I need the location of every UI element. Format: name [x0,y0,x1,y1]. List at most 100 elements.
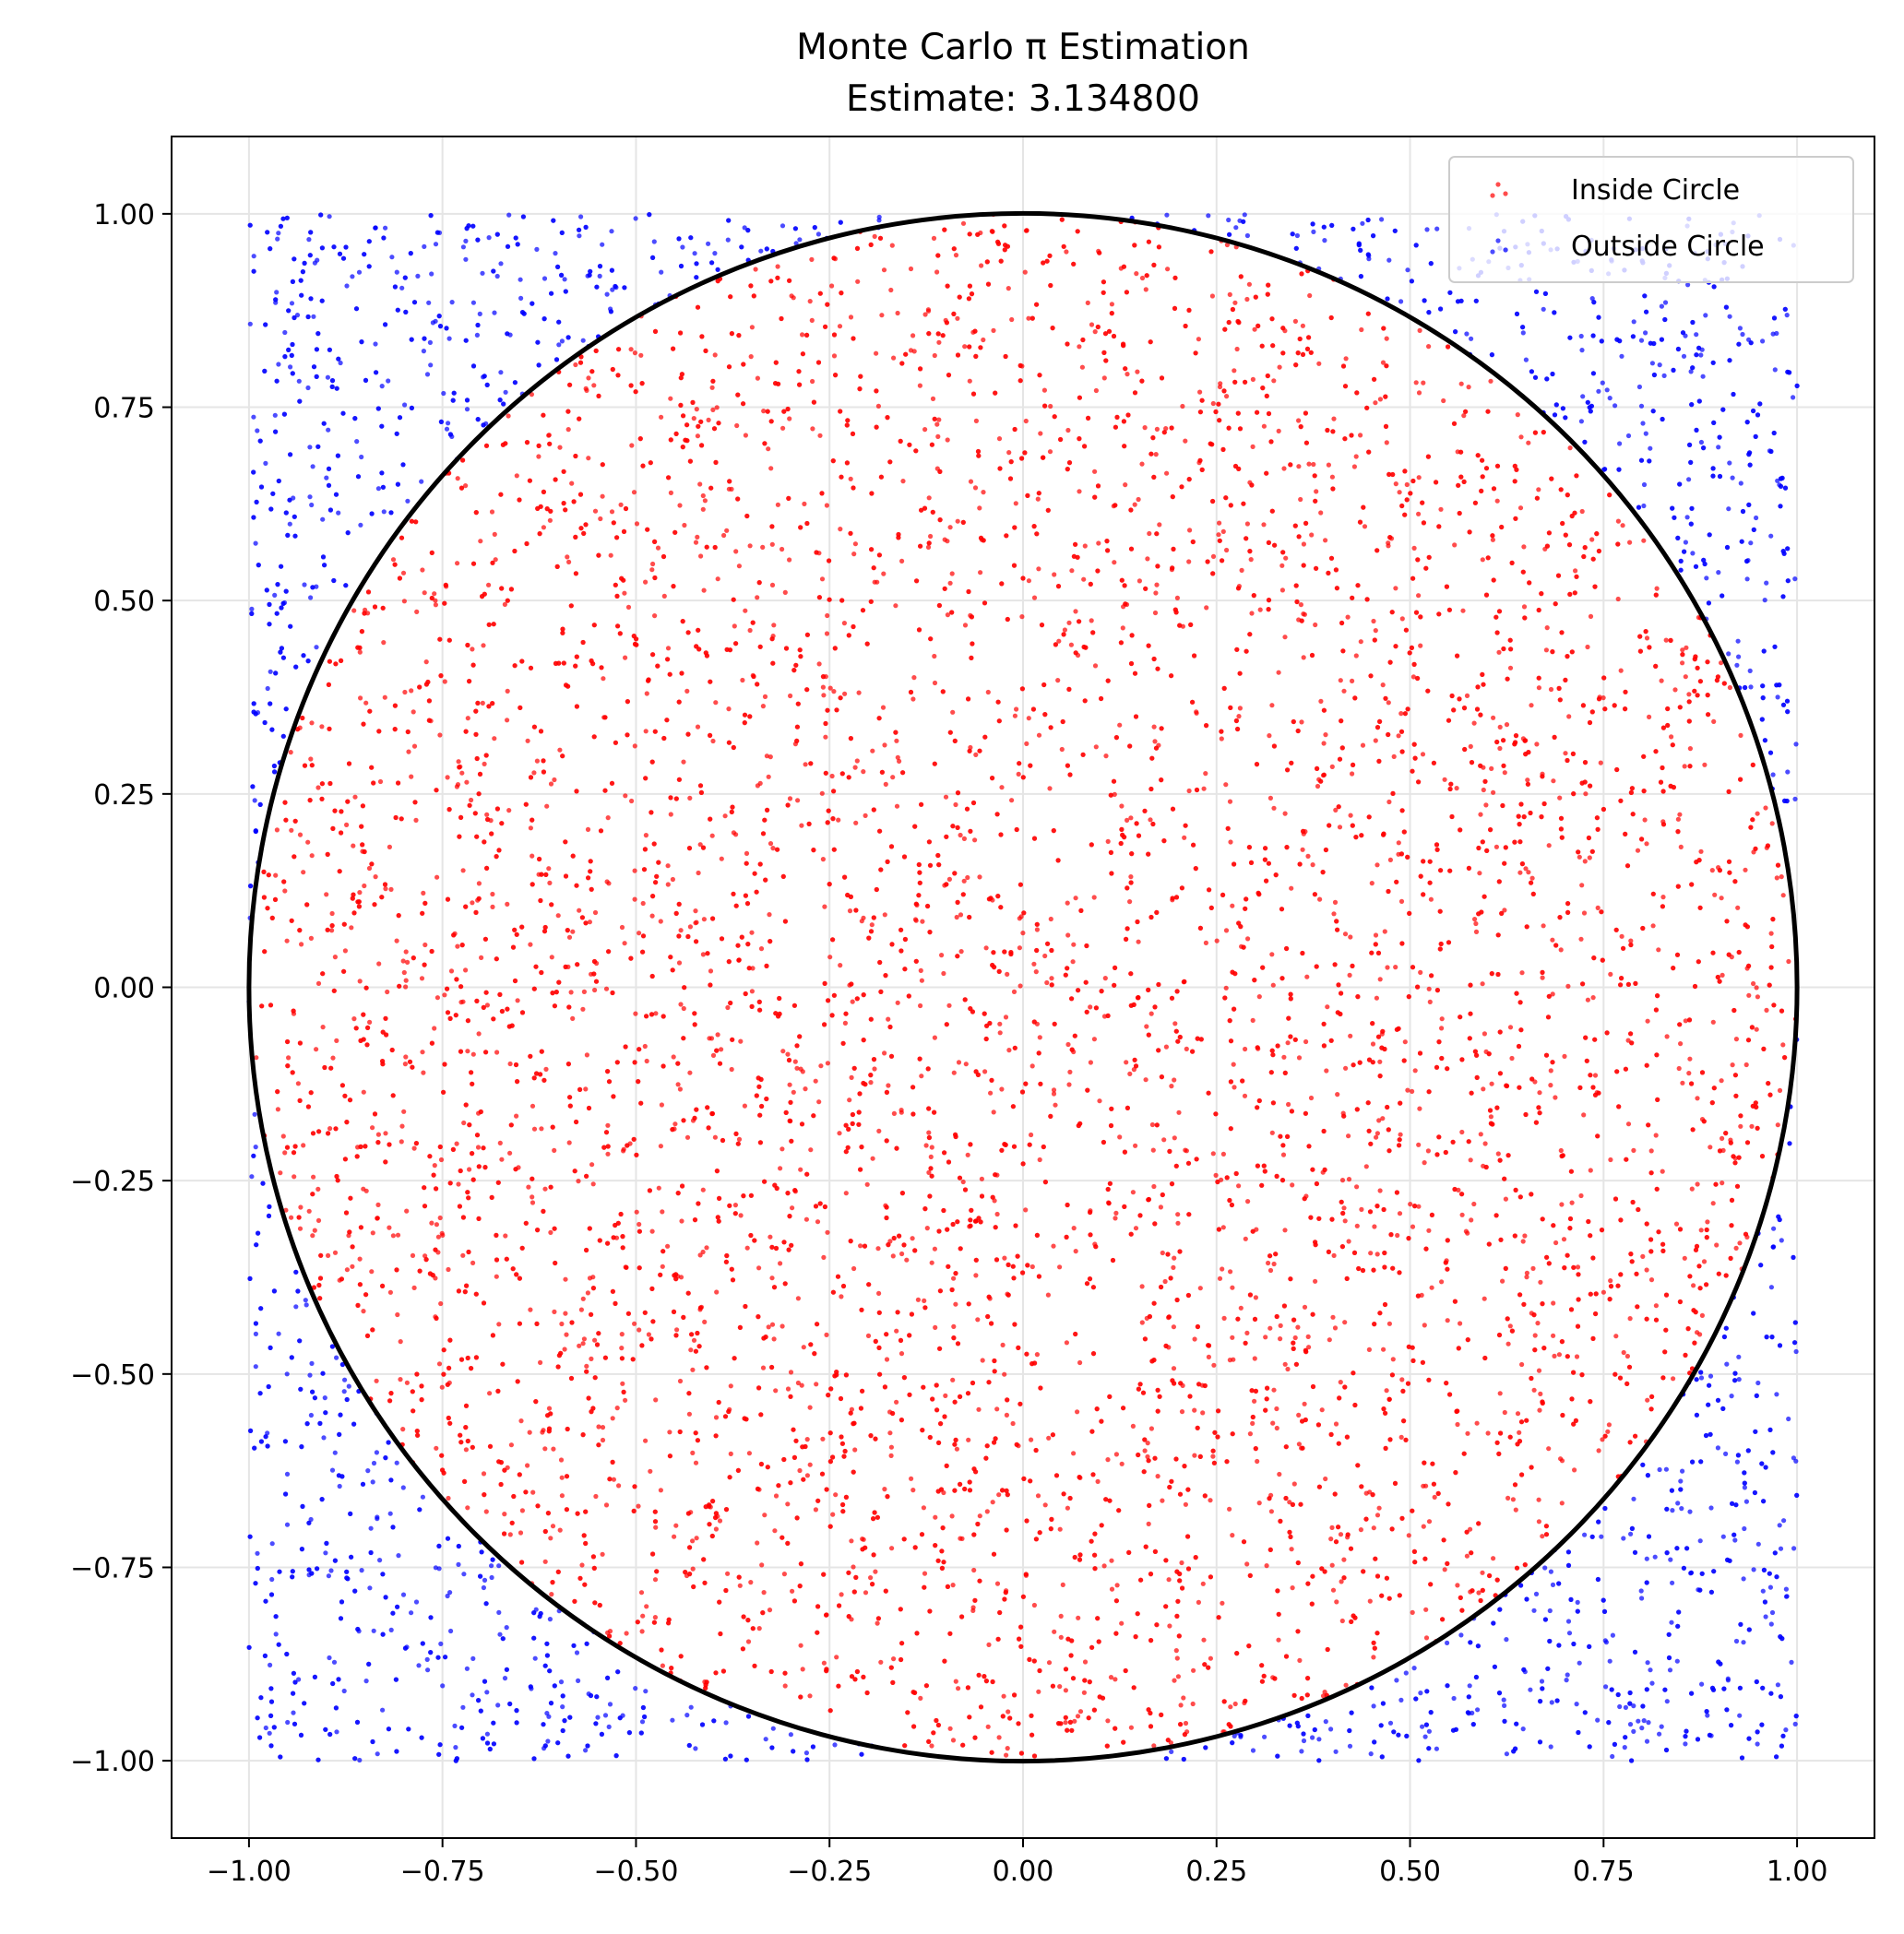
point-inside [961,878,967,884]
point-inside [933,1324,938,1330]
point-outside [1742,1525,1747,1532]
point-inside [605,1122,611,1128]
point-inside [1003,1014,1009,1020]
point-inside [725,1571,731,1576]
point-inside [863,1590,869,1596]
point-inside [909,1476,914,1481]
point-outside [1250,1748,1256,1753]
point-inside [961,836,967,842]
point-outside [375,1751,380,1757]
point-inside [1218,381,1223,386]
point-outside [284,1471,291,1477]
point-inside [401,1109,407,1114]
point-inside [419,976,425,981]
point-outside [310,464,315,469]
point-inside [745,1639,752,1644]
point-inside [492,531,497,538]
point-inside [1179,1409,1185,1415]
point-inside [1482,1031,1487,1037]
point-outside [470,1655,476,1661]
point-inside [394,938,399,943]
point-inside [625,604,632,611]
point-outside [253,1364,258,1370]
point-inside [1579,508,1585,515]
point-inside [536,454,541,459]
point-inside [1373,738,1378,743]
point-inside [1228,1269,1233,1275]
point-inside [592,909,599,916]
point-inside [924,1226,930,1231]
point-inside [988,1090,994,1096]
point-outside [558,1679,565,1685]
point-inside [1279,587,1285,593]
point-inside [400,570,407,575]
point-outside [1582,1532,1588,1537]
point-outside [368,1525,374,1531]
point-inside [502,601,508,608]
point-inside [910,1236,915,1241]
point-inside [566,559,572,565]
point-inside [1350,678,1355,684]
point-inside [489,509,495,515]
point-outside [1578,333,1584,339]
point-inside [1282,1361,1288,1367]
point-outside [307,1372,313,1378]
point-inside [1362,524,1368,529]
point-outside [274,290,280,295]
point-inside [1337,825,1343,830]
point-inside [1103,753,1109,759]
point-inside [985,1724,991,1729]
point-inside [700,1249,706,1255]
point-inside [254,1055,259,1061]
point-outside [275,236,280,242]
point-inside [1534,742,1540,747]
point-outside [482,1577,488,1583]
point-inside [1382,929,1387,934]
point-inside [755,375,761,381]
point-inside [1169,1084,1174,1089]
point-outside [1638,1588,1644,1594]
point-inside [1331,416,1337,421]
point-inside [528,1307,533,1312]
point-inside [1113,1677,1118,1682]
point-outside [574,1650,580,1655]
point-outside [1523,357,1529,362]
point-inside [767,912,772,918]
point-inside [437,1215,443,1221]
point-inside [977,1513,982,1519]
point-inside [1011,989,1017,994]
point-inside [1552,1353,1557,1359]
point-inside [1754,1026,1759,1032]
point-inside [918,1695,923,1701]
point-inside [557,1527,563,1533]
point-outside [460,1704,466,1710]
point-inside [780,425,786,431]
point-inside [320,1025,326,1030]
point-outside [1600,380,1605,386]
point-inside [893,603,898,609]
point-inside [1182,835,1187,840]
point-outside [793,241,799,246]
point-inside [1391,753,1397,760]
point-inside [530,1200,536,1205]
point-inside [600,493,605,499]
point-inside [799,1382,804,1388]
point-outside [1679,1506,1684,1512]
point-inside [411,743,418,749]
point-inside [1256,1501,1262,1506]
point-inside [1316,361,1322,366]
point-inside [1150,1147,1156,1153]
point-inside [994,1211,1000,1217]
point-inside [455,782,461,788]
point-inside [1502,1409,1507,1416]
point-inside [1551,1300,1556,1306]
point-inside [1410,1088,1415,1094]
point-inside [829,773,835,779]
point-inside [282,888,288,894]
point-inside [1139,1284,1145,1289]
point-inside [1184,1046,1189,1051]
point-inside [1076,1615,1081,1620]
point-inside [1308,1095,1315,1101]
point-inside [658,919,663,924]
point-outside [1164,212,1170,218]
